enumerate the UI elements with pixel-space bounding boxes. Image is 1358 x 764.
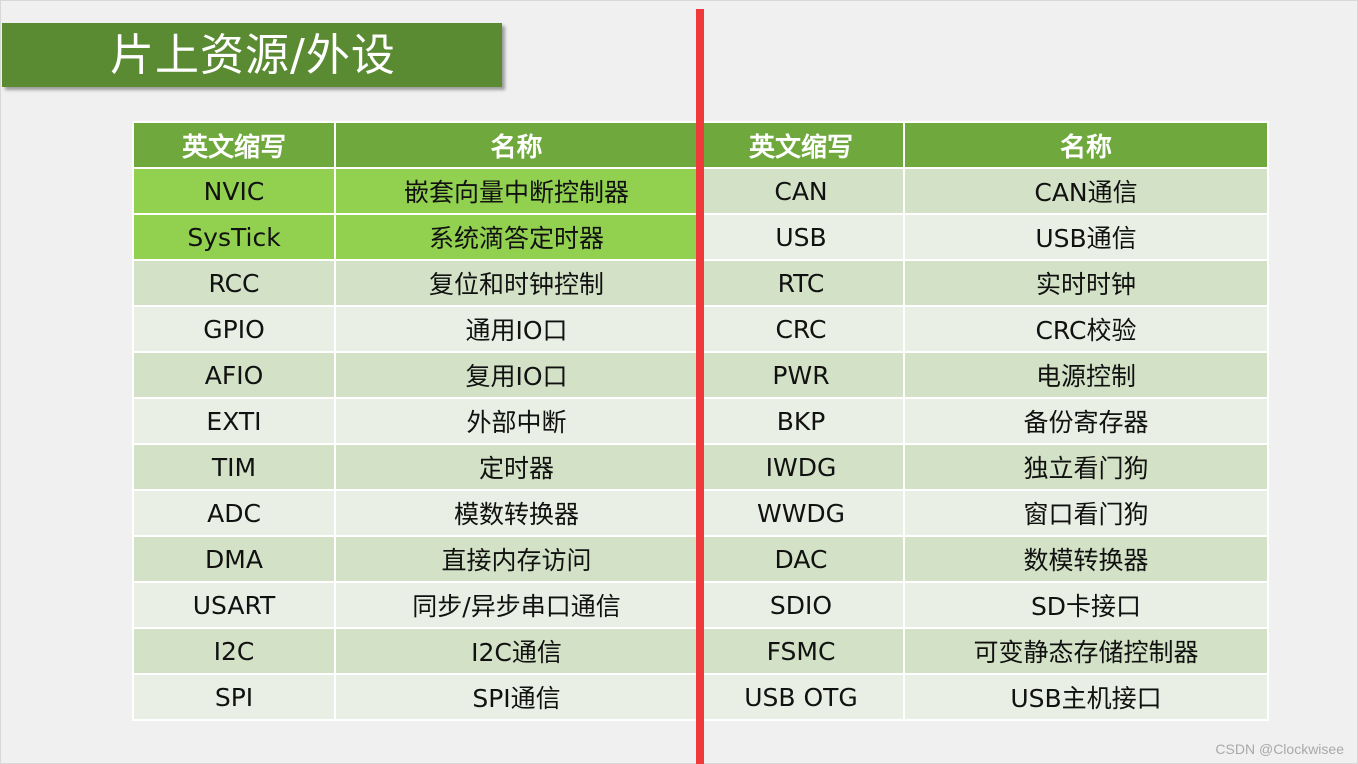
left-name-cell: 直接内存访问 — [334, 535, 699, 583]
right-name-cell: CRC校验 — [903, 305, 1269, 353]
right-name-cell: 可变静态存储控制器 — [903, 627, 1269, 675]
header-right-name: 名称 — [903, 121, 1269, 169]
right-abbr-cell: FSMC — [697, 627, 905, 675]
right-name-cell: 数模转换器 — [903, 535, 1269, 583]
right-name-cell: USB通信 — [903, 213, 1269, 261]
right-name-cell: 实时时钟 — [903, 259, 1269, 307]
table-row: EXTI 外部中断 BKP 备份寄存器 — [132, 397, 1269, 445]
left-abbr-cell: SysTick — [132, 213, 336, 261]
left-abbr-cell: TIM — [132, 443, 336, 491]
left-abbr-cell: NVIC — [132, 167, 336, 215]
title-banner: 片上资源/外设 — [2, 23, 502, 87]
left-name-cell: SPI通信 — [334, 673, 699, 721]
page-title: 片上资源/外设 — [110, 30, 396, 81]
right-abbr-cell: IWDG — [697, 443, 905, 491]
table-row: AFIO 复用IO口 PWR 电源控制 — [132, 351, 1269, 399]
left-abbr-cell: USART — [132, 581, 336, 629]
right-abbr-cell: CRC — [697, 305, 905, 353]
left-abbr-cell: GPIO — [132, 305, 336, 353]
table-body: NVIC 嵌套向量中断控制器 CAN CAN通信 SysTick 系统滴答定时器 USB US… — [132, 167, 1269, 721]
left-name-cell: 外部中断 — [334, 397, 699, 445]
right-abbr-cell: USB — [697, 213, 905, 261]
left-name-cell: I2C通信 — [334, 627, 699, 675]
red-divider-line — [696, 9, 704, 764]
header-right-abbr: 英文缩写 — [697, 121, 905, 169]
table-row: NVIC 嵌套向量中断控制器 CAN CAN通信 — [132, 167, 1269, 215]
right-abbr-cell: BKP — [697, 397, 905, 445]
table-row: SPI SPI通信 USB OTG USB主机接口 — [132, 673, 1269, 721]
left-abbr-cell: AFIO — [132, 351, 336, 399]
left-name-cell: 嵌套向量中断控制器 — [334, 167, 699, 215]
left-name-cell: 模数转换器 — [334, 489, 699, 537]
right-name-cell: CAN通信 — [903, 167, 1269, 215]
right-abbr-cell: RTC — [697, 259, 905, 307]
right-abbr-cell: SDIO — [697, 581, 905, 629]
left-name-cell: 复用IO口 — [334, 351, 699, 399]
left-abbr-cell: DMA — [132, 535, 336, 583]
right-abbr-cell: WWDG — [697, 489, 905, 537]
right-name-cell: 电源控制 — [903, 351, 1269, 399]
left-name-cell: 系统滴答定时器 — [334, 213, 699, 261]
right-name-cell: 独立看门狗 — [903, 443, 1269, 491]
right-abbr-cell: USB OTG — [697, 673, 905, 721]
right-name-cell: 备份寄存器 — [903, 397, 1269, 445]
left-abbr-cell: SPI — [132, 673, 336, 721]
table-row: TIM 定时器 IWDG 独立看门狗 — [132, 443, 1269, 491]
header-left-abbr: 英文缩写 — [132, 121, 336, 169]
right-abbr-cell: DAC — [697, 535, 905, 583]
header-left-name: 名称 — [334, 121, 699, 169]
table-row: GPIO 通用IO口 CRC CRC校验 — [132, 305, 1269, 353]
table-row: USART 同步/异步串口通信 SDIO SD卡接口 — [132, 581, 1269, 629]
watermark: CSDN @Clockwisee — [1215, 741, 1344, 757]
left-abbr-cell: I2C — [132, 627, 336, 675]
left-abbr-cell: EXTI — [132, 397, 336, 445]
peripheral-table: 英文缩写 名称 英文缩写 名称 NVIC 嵌套向量中断控制器 CAN CAN通信 Sys… — [132, 121, 1269, 721]
right-name-cell: USB主机接口 — [903, 673, 1269, 721]
right-name-cell: 窗口看门狗 — [903, 489, 1269, 537]
table-row: SysTick 系统滴答定时器 USB USB通信 — [132, 213, 1269, 261]
table-header-row: 英文缩写 名称 英文缩写 名称 — [132, 121, 1269, 169]
left-abbr-cell: RCC — [132, 259, 336, 307]
left-name-cell: 定时器 — [334, 443, 699, 491]
table-row: RCC 复位和时钟控制 RTC 实时时钟 — [132, 259, 1269, 307]
left-name-cell: 通用IO口 — [334, 305, 699, 353]
left-abbr-cell: ADC — [132, 489, 336, 537]
table-row: DMA 直接内存访问 DAC 数模转换器 — [132, 535, 1269, 583]
table-row: ADC 模数转换器 WWDG 窗口看门狗 — [132, 489, 1269, 537]
right-abbr-cell: PWR — [697, 351, 905, 399]
left-name-cell: 同步/异步串口通信 — [334, 581, 699, 629]
table-row: I2C I2C通信 FSMC 可变静态存储控制器 — [132, 627, 1269, 675]
right-abbr-cell: CAN — [697, 167, 905, 215]
left-name-cell: 复位和时钟控制 — [334, 259, 699, 307]
right-name-cell: SD卡接口 — [903, 581, 1269, 629]
